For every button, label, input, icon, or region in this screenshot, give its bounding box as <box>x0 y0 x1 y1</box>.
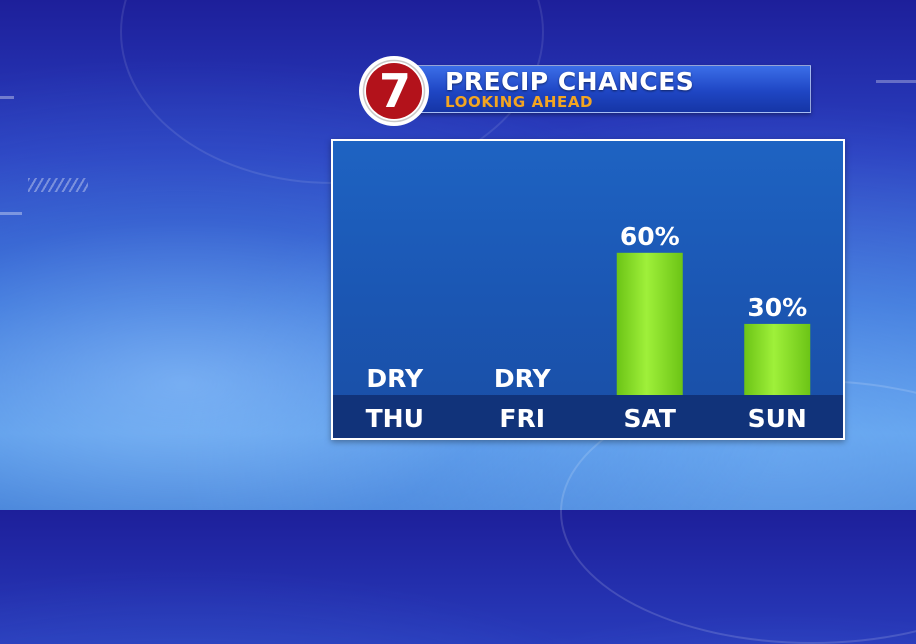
title-banner: PRECIP CHANCES LOOKING AHEAD <box>384 65 811 113</box>
category-label-sat: SAT <box>624 404 676 433</box>
logo-numeral: 7 <box>379 64 411 118</box>
category-label-sun: SUN <box>748 404 807 433</box>
value-label-sat: 60% <box>620 222 680 251</box>
bar-sat <box>616 252 683 395</box>
category-band <box>333 395 843 438</box>
chart-title: PRECIP CHANCES <box>445 67 695 96</box>
precip-bar-chart: DRY THU DRY FRI 60% SAT 30% SUN <box>333 222 843 438</box>
value-label-sun: 30% <box>747 293 807 322</box>
station-logo: 7 <box>359 56 429 126</box>
category-label-fri: FRI <box>499 404 545 433</box>
chart-subtitle: LOOKING AHEAD <box>445 93 594 111</box>
value-label-thu: DRY <box>366 364 424 393</box>
bar-sun <box>744 323 811 395</box>
category-label-thu: THU <box>366 404 424 433</box>
value-label-fri: DRY <box>494 364 552 393</box>
chart-panel: DRY THU DRY FRI 60% SAT 30% SUN <box>331 139 845 440</box>
